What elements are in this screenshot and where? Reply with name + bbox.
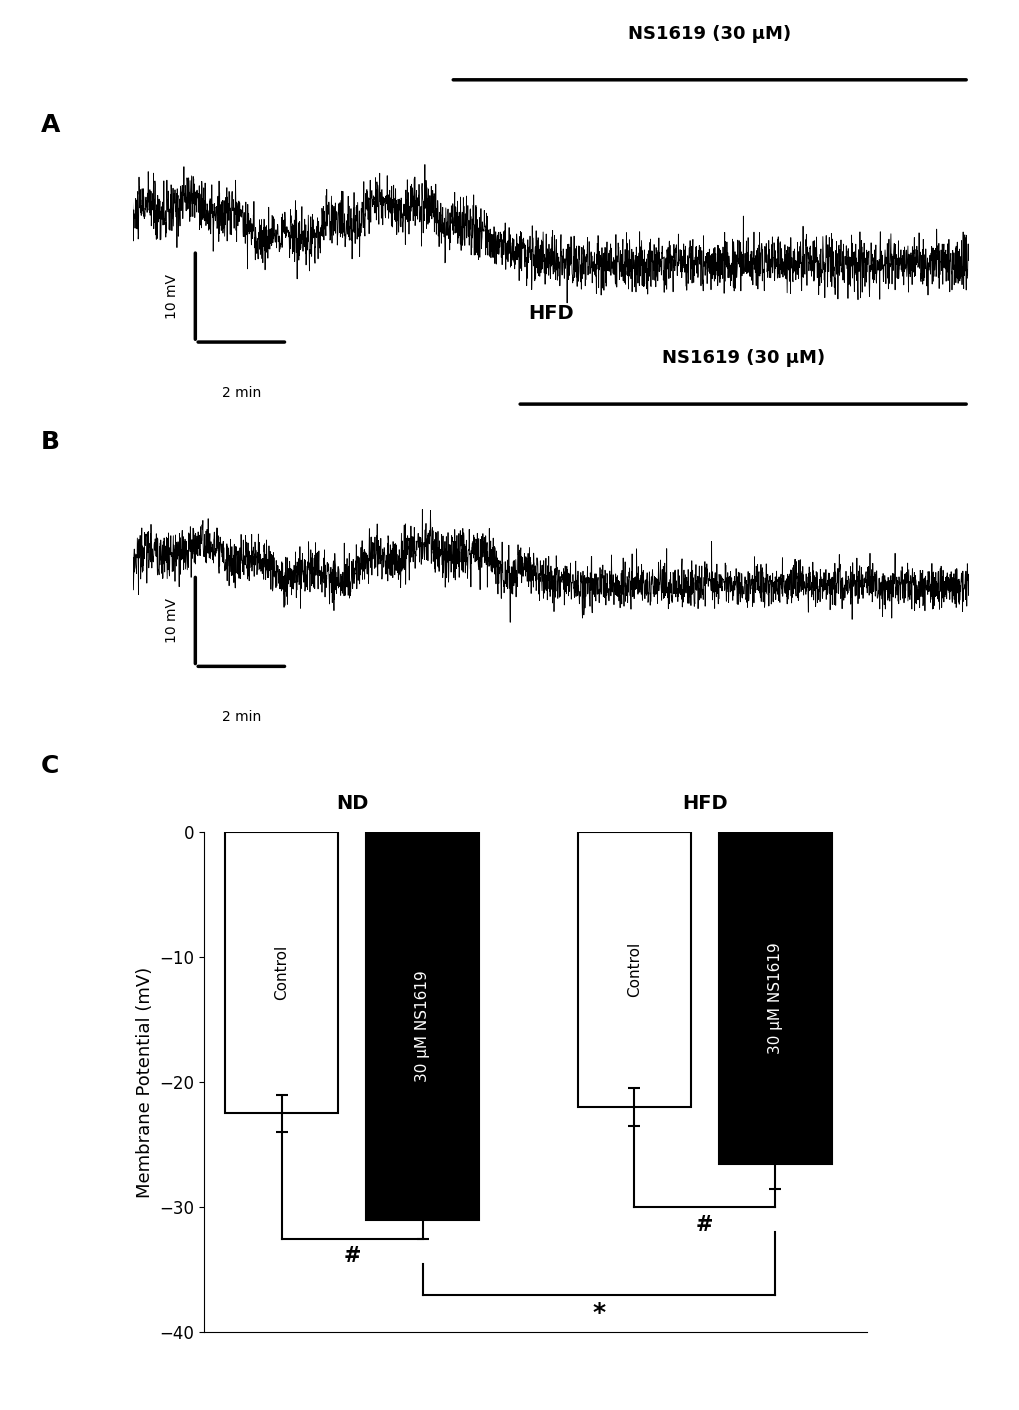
Bar	[225, 832, 337, 1114]
Bar	[366, 832, 479, 1220]
Text: 2 min: 2 min	[221, 711, 261, 725]
Text: 10 mV: 10 mV	[164, 598, 178, 643]
Text: *: *	[592, 1301, 605, 1325]
Text: C: C	[41, 754, 59, 778]
Text: A: A	[41, 113, 60, 137]
Text: Control: Control	[274, 945, 288, 1000]
Text: #: #	[343, 1246, 361, 1266]
Bar	[718, 832, 830, 1163]
Text: 10 mV: 10 mV	[164, 274, 178, 319]
Bar	[577, 832, 690, 1107]
Text: 2 min: 2 min	[221, 386, 261, 400]
Text: B: B	[41, 430, 60, 454]
Text: 30 μM NS1619: 30 μM NS1619	[767, 942, 782, 1053]
Text: Control: Control	[626, 942, 641, 997]
Text: 30 μM NS1619: 30 μM NS1619	[415, 970, 430, 1081]
Text: #: #	[695, 1215, 712, 1235]
Text: HFD: HFD	[682, 794, 727, 814]
Y-axis label: Membrane Potential (mV): Membrane Potential (mV)	[136, 966, 154, 1198]
Text: NS1619 (30 μM): NS1619 (30 μM)	[661, 348, 824, 367]
Text: HFD: HFD	[528, 305, 573, 323]
Text: NS1619 (30 μM): NS1619 (30 μM)	[628, 24, 791, 42]
Text: ND: ND	[335, 794, 368, 814]
